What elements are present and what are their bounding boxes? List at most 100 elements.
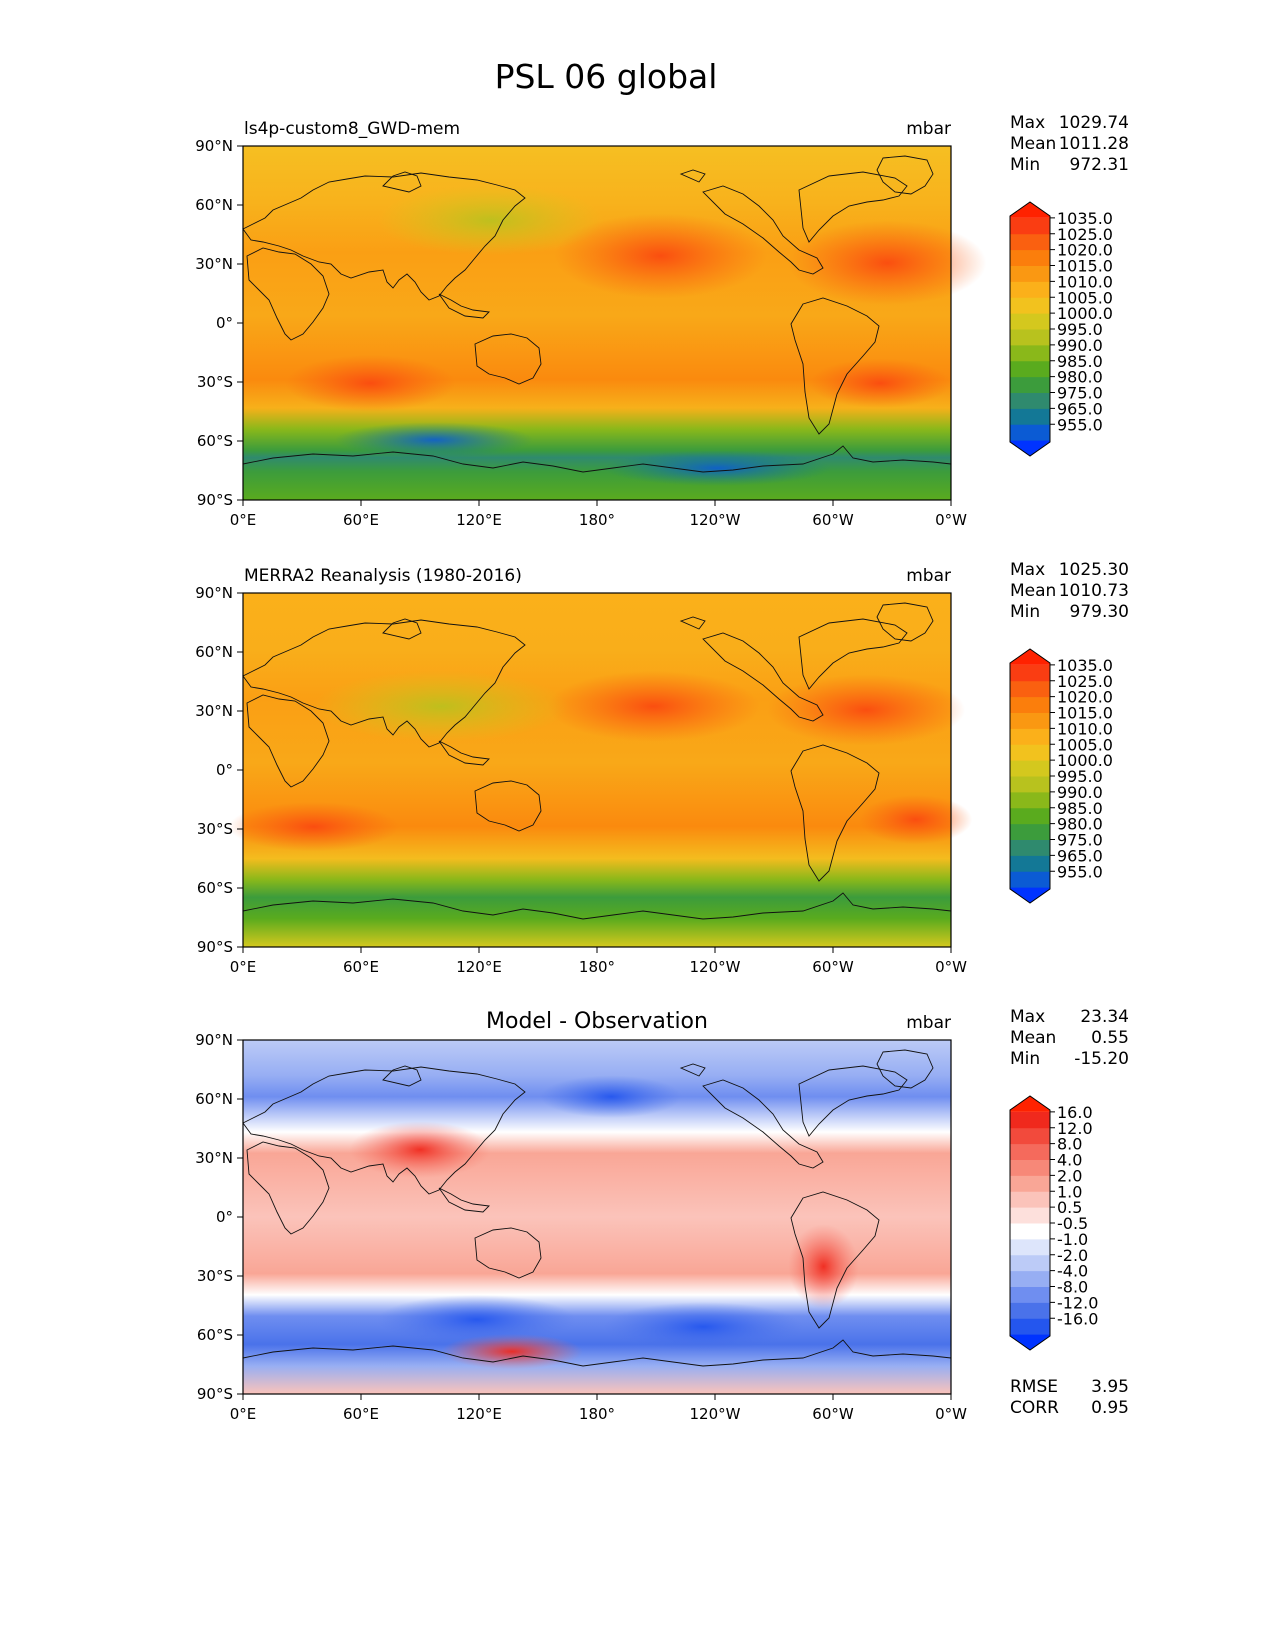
lon-label: 120°W — [690, 511, 741, 529]
lat-label: 0° — [216, 1208, 233, 1226]
colorbar-segment — [1010, 696, 1050, 713]
axes: 90°N 60°N 30°N 0° 30°S 60°S 90°S 0°E 60°E 120°E 18… — [195, 137, 967, 529]
colorbar-tick-label: -16.0 — [1057, 1309, 1098, 1328]
field-anomaly-1 — [766, 674, 966, 746]
colorbar-tick-label: -8.0 — [1057, 1278, 1088, 1297]
colorbar-tick-label: 975.0 — [1057, 384, 1103, 403]
colorbar-segment — [1010, 1143, 1050, 1160]
colorbar-segment — [1010, 1302, 1050, 1319]
colorbar-tick-label: 16.0 — [1057, 1103, 1093, 1122]
colorbar-tick-label: 985.0 — [1057, 799, 1103, 818]
lat-label: 30°N — [195, 702, 233, 720]
colorbar-tick-label: 985.0 — [1057, 352, 1103, 371]
colorbar-segment — [1010, 1318, 1050, 1335]
colorbar-tick-label: 1020.0 — [1057, 241, 1113, 260]
colorbar-tick-label: 1005.0 — [1057, 288, 1113, 307]
axes: 90°N 60°N 30°N 0° 30°S 60°S 90°S 0°E 60°E 120°E 18… — [195, 584, 967, 976]
colorbar-extend-max — [1010, 649, 1050, 665]
footer-stat-label: RMSE — [1010, 1377, 1058, 1397]
stat-label: Mean — [1010, 1028, 1056, 1048]
units-label: mbar — [906, 119, 951, 139]
colorbar-segment — [1010, 1286, 1050, 1303]
stat-value: 1029.74 — [1059, 113, 1129, 133]
lon-label: 0°E — [230, 958, 257, 976]
colorbar-segment — [1010, 408, 1050, 425]
colorbar-segment — [1010, 728, 1050, 745]
stat-value: 979.30 — [1070, 602, 1129, 622]
lon-label: 120°E — [456, 958, 502, 976]
stat-label: Min — [1010, 602, 1040, 622]
field-anomaly-5 — [604, 450, 831, 486]
map-features — [349, 1075, 859, 1370]
lon-label: 60°E — [343, 1405, 379, 1423]
footer-stat-value: 0.95 — [1091, 1398, 1129, 1418]
stat-value: 0.55 — [1091, 1028, 1129, 1048]
colorbar-tick-label: 1010.0 — [1057, 272, 1113, 291]
lon-label: 60°W — [812, 958, 854, 976]
colorbar-segment — [1010, 823, 1050, 840]
colorbar-tick-label: 1000.0 — [1057, 751, 1113, 770]
colorbar-segment — [1010, 1175, 1050, 1192]
lat-label: 30°N — [195, 1149, 233, 1167]
field-anomaly-6 — [377, 184, 605, 256]
field-anomaly-4 — [335, 422, 534, 458]
colorbar-segment — [1010, 424, 1050, 441]
lat-label: 60°S — [197, 1326, 233, 1344]
stat-label: Min — [1010, 1049, 1040, 1069]
colorbar-tick-label: 1025.0 — [1057, 672, 1113, 691]
colorbar-tick-label: 2.0 — [1057, 1166, 1082, 1185]
colorbar-segment — [1010, 376, 1050, 393]
colorbar-tick-label: 1020.0 — [1057, 688, 1113, 707]
colorbar-tick-label: 1015.0 — [1057, 257, 1113, 276]
lat-label: 60°N — [195, 196, 233, 214]
colorbar-outline — [1009, 1095, 1051, 1351]
colorbar-tick-label: 12.0 — [1057, 1119, 1093, 1138]
colorbar-tick-label: 1025.0 — [1057, 225, 1113, 244]
colorbar-segment — [1010, 1254, 1050, 1272]
colorbar-tick-label: 1000.0 — [1057, 304, 1113, 323]
colorbar: 16.012.08.04.02.01.00.5-0.5-1.0-2.0-4.0-… — [1009, 1095, 1098, 1351]
lat-label: 90°N — [195, 1031, 233, 1049]
field-anomaly-5 — [540, 1075, 682, 1118]
colorbar-segment — [1010, 871, 1050, 888]
lon-label: 0°W — [935, 958, 967, 976]
colorbar-tick-label: 955.0 — [1057, 415, 1103, 434]
field-anomaly-1 — [788, 1224, 859, 1310]
field-anomaly-0 — [349, 1121, 491, 1179]
colorbar-segment — [1010, 712, 1050, 729]
panel-title: MERRA2 Reanalysis (1980-2016) — [244, 566, 522, 586]
field-anomaly-2 — [285, 354, 456, 412]
colorbar-segment — [1010, 265, 1050, 282]
colorbar-segment — [1010, 233, 1050, 251]
colorbar-segment — [1010, 1238, 1050, 1256]
colorbar-tick-label: 1005.0 — [1057, 735, 1113, 754]
colorbar-segment — [1010, 760, 1050, 777]
panel-title: Model - Observation — [486, 1009, 708, 1034]
lat-label: 60°N — [195, 1090, 233, 1108]
colorbar-extend-min — [1010, 1334, 1050, 1350]
colorbar-tick-label: 995.0 — [1057, 767, 1103, 786]
lat-label: 30°N — [195, 255, 233, 273]
colorbar-tick-label: -4.0 — [1057, 1262, 1088, 1281]
stat-value: 1010.73 — [1059, 581, 1129, 601]
colorbar-tick-label: -2.0 — [1057, 1246, 1088, 1265]
stat-label: Min — [1010, 155, 1040, 175]
panel-diff: 90°N 60°N 30°N 0° 30°S 60°S 90°S 0°E 60°E 120°E 18… — [195, 1007, 1129, 1423]
colorbar-segment — [1010, 1270, 1050, 1287]
lat-label: 90°S — [197, 938, 233, 956]
lon-label: 0°E — [230, 1405, 257, 1423]
lon-label: 120°W — [690, 958, 741, 976]
colorbar-tick-label: -0.5 — [1057, 1214, 1088, 1233]
colorbar-tick-label: 8.0 — [1057, 1135, 1082, 1154]
stats-block: Max 23.34 Mean 0.55 Min -15.20 — [1010, 1007, 1129, 1069]
colorbar-tick-label: -1.0 — [1057, 1230, 1088, 1249]
field-anomaly-3 — [377, 1294, 576, 1345]
lat-label: 90°S — [197, 491, 233, 509]
stat-value: 972.31 — [1070, 155, 1129, 175]
field-anomaly-2 — [228, 801, 399, 852]
lon-label: 180° — [579, 511, 615, 529]
field-anomaly-4 — [604, 1301, 803, 1352]
